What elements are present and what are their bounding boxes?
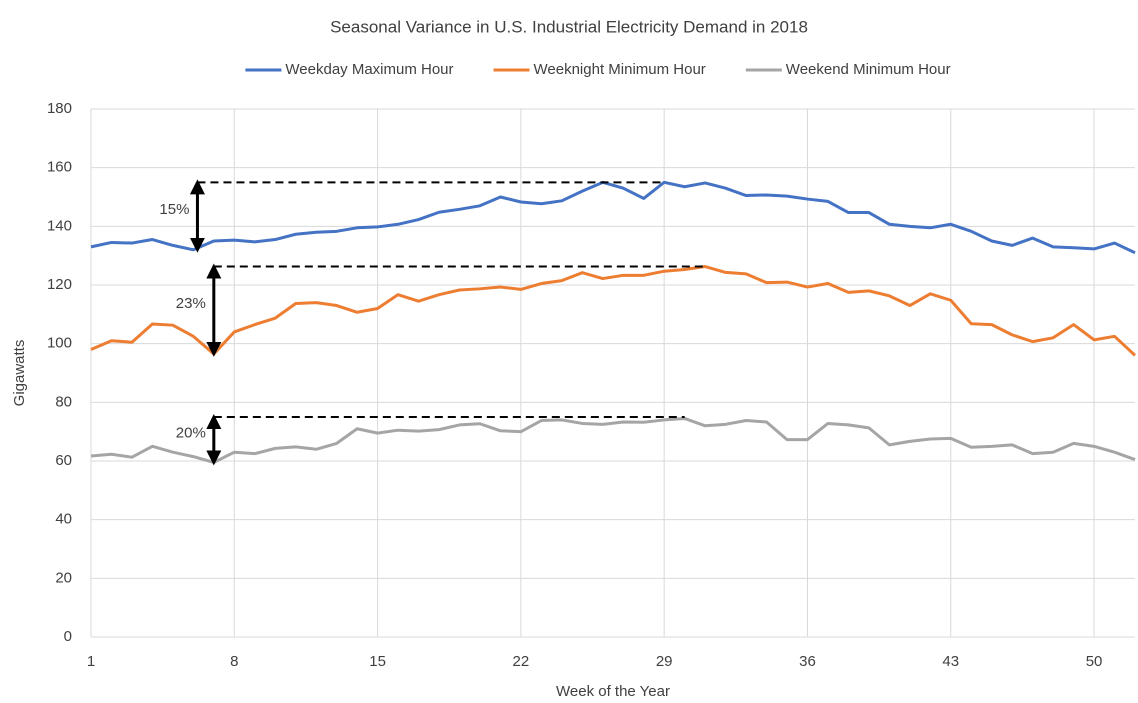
y-tick-label: 120 bbox=[47, 276, 72, 293]
x-tick-label: 15 bbox=[369, 653, 386, 670]
legend: Weekday Maximum Hour Weeknight Minimum Ho… bbox=[245, 61, 951, 78]
annotation-label: 20% bbox=[176, 425, 206, 442]
y-tick-label: 60 bbox=[55, 452, 72, 469]
legend-label: Weekend Minimum Hour bbox=[786, 61, 951, 78]
series-line bbox=[90, 416, 1136, 464]
chart-title: Seasonal Variance in U.S. Industrial Ele… bbox=[330, 17, 808, 36]
y-tick-label: 180 bbox=[47, 100, 72, 117]
x-tick-label: 29 bbox=[656, 653, 673, 670]
annotation-label: 15% bbox=[159, 201, 189, 218]
annotation-label: 23% bbox=[176, 295, 206, 312]
x-axis-label: Week of the Year bbox=[556, 683, 670, 700]
y-tick-label: 100 bbox=[47, 335, 72, 352]
y-tick-label: 160 bbox=[47, 159, 72, 176]
x-tick-label: 8 bbox=[230, 653, 238, 670]
y-tick-label: 40 bbox=[55, 511, 72, 528]
y-tick-label: 0 bbox=[64, 628, 72, 645]
y-axis-label: Gigawatts bbox=[11, 340, 28, 407]
x-tick-label: 50 bbox=[1086, 653, 1103, 670]
x-tick-label: 22 bbox=[513, 653, 530, 670]
y-tick-label: 80 bbox=[55, 393, 72, 410]
x-tick-label: 1 bbox=[87, 653, 95, 670]
legend-label: Weekday Maximum Hour bbox=[285, 61, 453, 78]
x-tick-label: 43 bbox=[942, 653, 959, 670]
y-tick-label: 20 bbox=[55, 569, 72, 586]
series-line bbox=[90, 180, 1136, 255]
series-line bbox=[90, 265, 1137, 357]
y-tick-label: 140 bbox=[47, 217, 72, 234]
x-tick-label: 36 bbox=[799, 653, 816, 670]
legend-label: Weeknight Minimum Hour bbox=[534, 61, 706, 78]
